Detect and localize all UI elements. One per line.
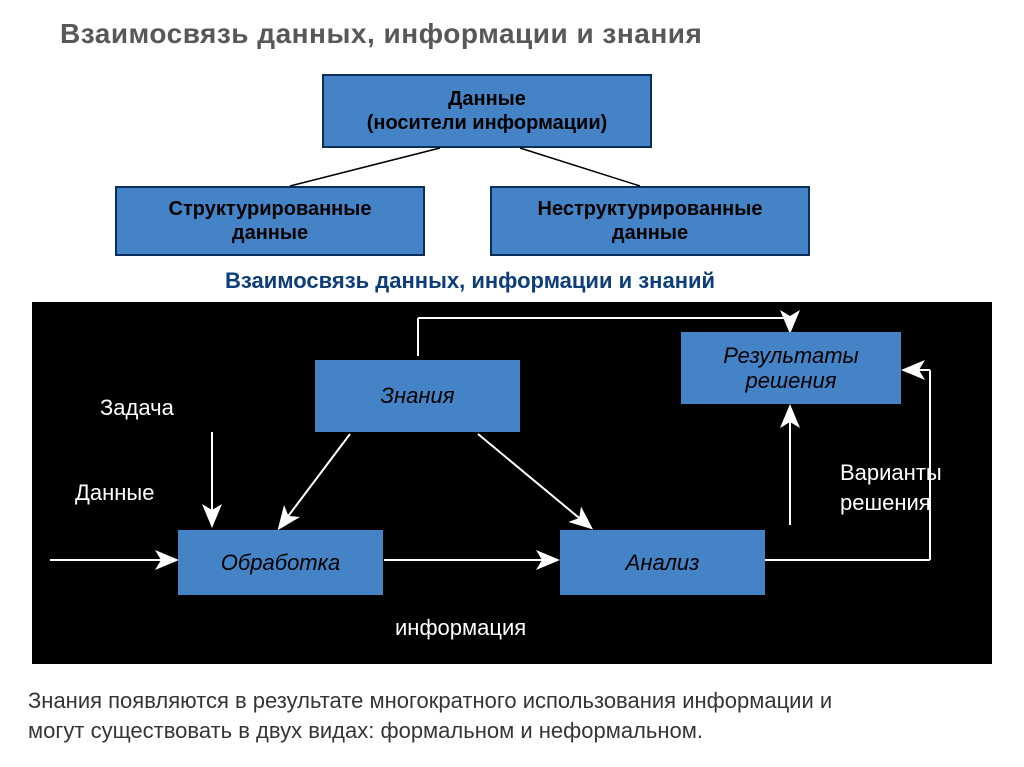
tree-left-box: Структурированные данные [115, 186, 425, 256]
flow-label-info: информация [395, 615, 526, 641]
flow-node-results: Результаты решения [681, 332, 901, 404]
section-subtitle: Взаимосвязь данных, информации и знаний [225, 268, 715, 294]
tree-root-box: Данные (носители информации) [322, 74, 652, 148]
tree-right-text: Неструктурированные данные [538, 197, 763, 245]
flow-node-knowledge: Знания [315, 360, 520, 432]
flow-label-data: Данные [75, 480, 154, 506]
flow-label-variants1: Варианты [840, 460, 942, 486]
tree-root-text: Данные (носители информации) [367, 87, 608, 135]
flow-label-variants2: решения [840, 490, 931, 516]
tree-left-text: Структурированные данные [169, 197, 372, 245]
page-title: Взаимосвязь данных, информации и знания [60, 18, 702, 50]
tree-right-box: Неструктурированные данные [490, 186, 810, 256]
footer-text: Знания появляются в результате многократ… [28, 686, 832, 745]
flow-label-task: Задача [100, 395, 174, 421]
flow-node-results-text: Результаты решения [723, 343, 858, 394]
flow-node-analysis: Анализ [560, 530, 765, 595]
flow-node-processing: Обработка [178, 530, 383, 595]
